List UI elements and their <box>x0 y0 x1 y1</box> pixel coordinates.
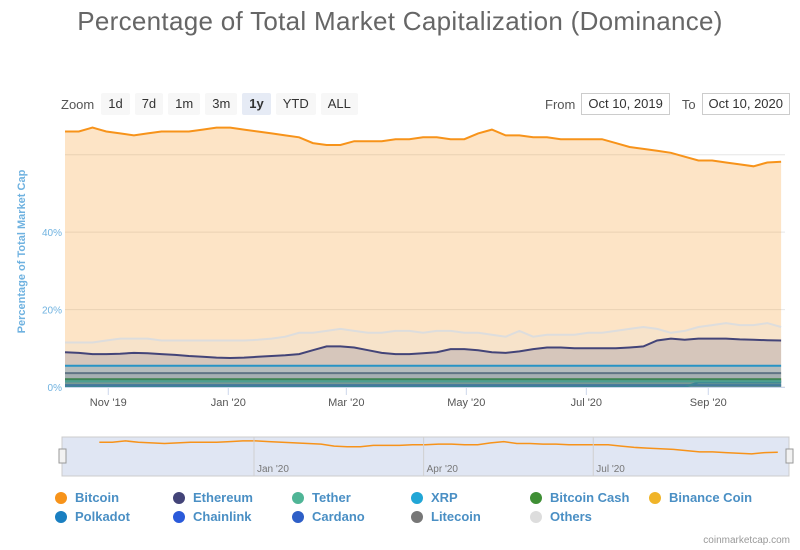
legend-label: Binance Coin <box>669 490 753 505</box>
legend-marker <box>55 491 67 504</box>
legend-item-xrp[interactable]: XRP <box>411 490 458 505</box>
legend-label: Cardano <box>312 509 365 524</box>
legend-label: Chainlink <box>193 509 252 524</box>
legend-marker <box>173 510 185 523</box>
y-axis-title: Percentage of Total Market Cap <box>16 169 28 333</box>
series-area-tether <box>65 381 782 387</box>
y-tick-label: 20% <box>42 306 62 317</box>
legend-item-bitcoin-cash[interactable]: Bitcoin Cash <box>530 490 629 505</box>
legend-label: XRP <box>431 490 458 505</box>
legend-marker <box>649 491 661 504</box>
series-area-ethereum <box>65 338 782 387</box>
legend-item-cardano[interactable]: Cardano <box>292 509 365 524</box>
legend-row-2: Polkadot Chainlink Cardano Litecoin Others <box>55 509 795 528</box>
legend-item-binance-coin[interactable]: Binance Coin <box>649 490 752 505</box>
navigator-tick-label: Apr '20 <box>427 464 459 475</box>
legend-marker <box>173 491 185 504</box>
zoom-button-3m[interactable]: 3m <box>205 93 238 115</box>
dominance-chart: 0% 20% 40% Percentage of Total Market Cap No… <box>16 126 794 477</box>
credit-link[interactable]: coinmarketcap.com <box>703 535 790 546</box>
series-area-others <box>65 323 782 387</box>
zoom-label: Zoom <box>61 96 95 112</box>
x-tick-label: Jan '20 <box>211 397 246 409</box>
legend-item-bitcoin[interactable]: Bitcoin <box>55 490 119 505</box>
series-line-bitcoin <box>65 126 782 168</box>
legend-marker <box>411 491 423 504</box>
zoom-button-7d[interactable]: 7d <box>134 93 164 115</box>
navigator-window[interactable] <box>61 436 790 477</box>
from-date-input[interactable]: Oct 10, 2019 <box>581 93 670 115</box>
navigator-handle-left[interactable] <box>58 448 67 464</box>
zoom-button-1d[interactable]: 1d <box>101 93 130 115</box>
legend-label: Bitcoin <box>75 490 120 505</box>
axis-layer: 0% 20% 40% Percentage of Total Market Cap No… <box>16 169 785 409</box>
legend-label: Polkadot <box>75 509 130 524</box>
navigator-handle-right[interactable] <box>785 448 794 464</box>
legend-label: Others <box>550 509 592 524</box>
to-label: To <box>681 96 696 112</box>
legend-row-1: Bitcoin Ethereum Tether XRP Bitcoin Cash Bina… <box>55 490 795 509</box>
legend-label: Ethereum <box>193 490 253 505</box>
x-tick-label: Nov '19 <box>90 397 127 409</box>
legend-marker <box>292 491 304 504</box>
y-tick-label: 0% <box>48 383 63 394</box>
zoom-button-all[interactable]: ALL <box>320 93 358 115</box>
legend: Bitcoin Ethereum Tether XRP Bitcoin Cash Bina… <box>55 490 795 528</box>
legend-marker <box>411 510 423 523</box>
legend-label: Tether <box>312 490 351 505</box>
navigator-tick-label: Jul '20 <box>596 464 625 475</box>
legend-marker <box>55 510 67 523</box>
series-layer <box>64 126 782 388</box>
legend-marker <box>530 510 542 523</box>
legend-marker <box>292 510 304 523</box>
navigator-tick-label: Jan '20 <box>257 464 289 475</box>
legend-label: Litecoin <box>431 509 481 524</box>
legend-item-ethereum[interactable]: Ethereum <box>173 490 253 505</box>
series-line-others <box>65 322 782 344</box>
x-tick-label: Sep '20 <box>690 397 727 409</box>
x-tick-label: May '20 <box>447 397 485 409</box>
legend-item-litecoin[interactable]: Litecoin <box>411 509 481 524</box>
legend-item-others[interactable]: Others <box>530 509 592 524</box>
legend-marker <box>530 491 542 504</box>
chart-title: Percentage of Total Market Capitalizatio… <box>77 6 723 36</box>
legend-item-tether[interactable]: Tether <box>292 490 351 505</box>
to-date-input[interactable]: Oct 10, 2020 <box>701 93 790 115</box>
series-area-bitcoin <box>65 127 782 387</box>
legend-label: Bitcoin Cash <box>550 490 630 505</box>
y-tick-label: 40% <box>42 228 62 239</box>
legend-item-polkadot[interactable]: Polkadot <box>55 509 130 524</box>
legend-item-chainlink[interactable]: Chainlink <box>173 509 252 524</box>
navigator-series-line <box>99 440 778 455</box>
series-line-ethereum <box>64 337 782 360</box>
zoom-button-1y[interactable]: 1y <box>242 93 271 115</box>
zoom-bar: Zoom 1d 7d 1m 3m 1y YTD ALL <box>61 93 358 115</box>
navigator[interactable]: Jan '20 Apr '20 Jul '20 <box>58 436 794 477</box>
from-label: From <box>545 96 576 112</box>
x-tick-label: Jul '20 <box>571 397 602 409</box>
date-range-selector: From Oct 10, 2019 To Oct 10, 2020 <box>545 93 790 115</box>
x-tick-label: Mar '20 <box>328 397 364 409</box>
zoom-button-ytd[interactable]: YTD <box>275 93 316 115</box>
zoom-button-1m[interactable]: 1m <box>168 93 201 115</box>
